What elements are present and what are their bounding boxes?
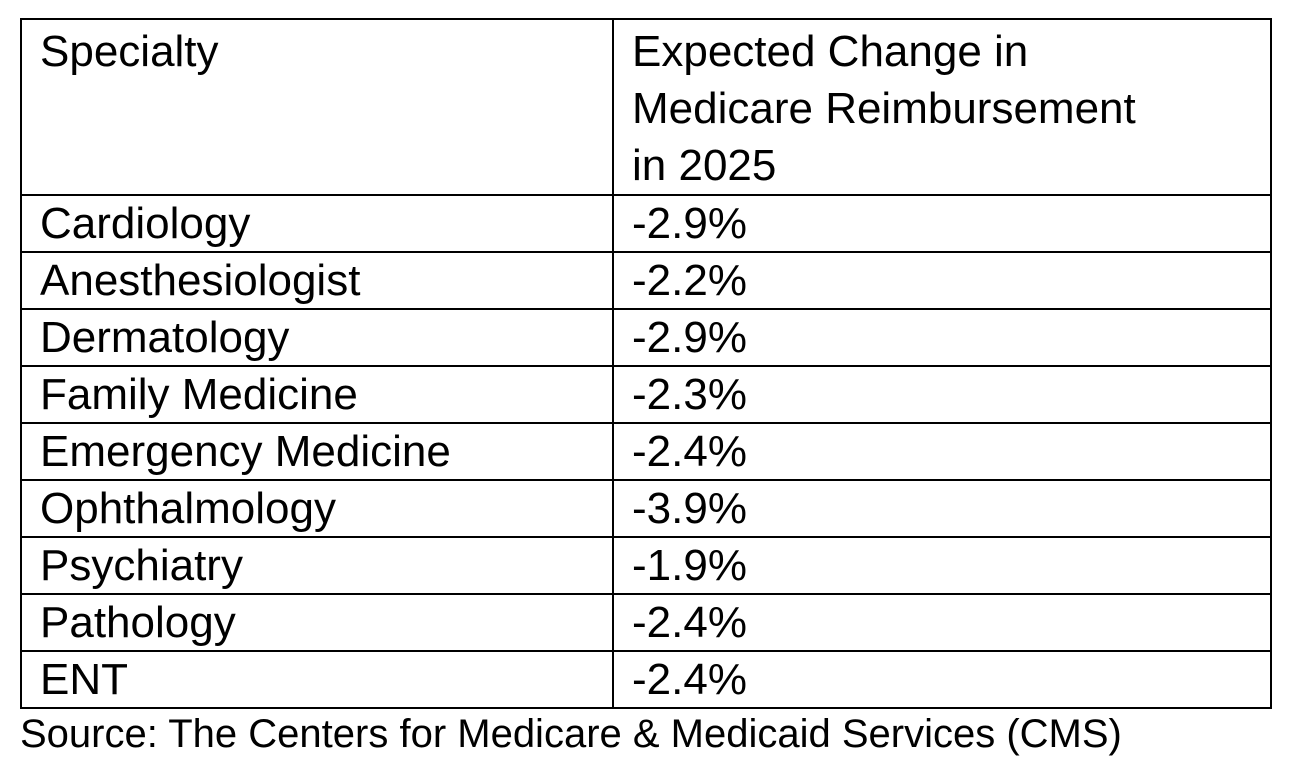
change-value-cell: -3.9%: [612, 479, 1272, 538]
table-row: ENT -2.4%: [20, 650, 1272, 709]
change-value-cell: -2.2%: [612, 251, 1272, 310]
specialty-cell: ENT: [20, 650, 614, 709]
table-row: Pathology -2.4%: [20, 593, 1272, 652]
table-header: Specialty Expected Change in Medicare Re…: [20, 18, 1272, 196]
specialty-cell: Ophthalmology: [20, 479, 614, 538]
table-body: Cardiology -2.9% Anesthesiologist -2.2% Derm…: [20, 194, 1272, 709]
change-value-cell: -2.9%: [612, 308, 1272, 367]
change-value-cell: -2.9%: [612, 194, 1272, 253]
table-row: Anesthesiologist -2.2%: [20, 251, 1272, 310]
medicare-reimbursement-table: Specialty Expected Change in Medicare Re…: [20, 18, 1272, 709]
reimbursement-table-figure: Specialty Expected Change in Medicare Re…: [20, 18, 1272, 757]
table-row: Emergency Medicine -2.4%: [20, 422, 1272, 481]
header-cell-expected-change: Expected Change in Medicare Reimbursemen…: [612, 18, 1272, 196]
change-value-cell: -1.9%: [612, 536, 1272, 595]
specialty-cell: Emergency Medicine: [20, 422, 614, 481]
table-row: Psychiatry -1.9%: [20, 536, 1272, 595]
change-value-cell: -2.3%: [612, 365, 1272, 424]
specialty-cell: Cardiology: [20, 194, 614, 253]
change-value-cell: -2.4%: [612, 650, 1272, 709]
specialty-cell: Anesthesiologist: [20, 251, 614, 310]
change-value-cell: -2.4%: [612, 593, 1272, 652]
table-row: Dermatology -2.9%: [20, 308, 1272, 367]
change-value-cell: -2.4%: [612, 422, 1272, 481]
table-row: Family Medicine -2.3%: [20, 365, 1272, 424]
specialty-cell: Family Medicine: [20, 365, 614, 424]
specialty-cell: Psychiatry: [20, 536, 614, 595]
table-row: Ophthalmology -3.9%: [20, 479, 1272, 538]
source-caption: Source: The Centers for Medicare & Medic…: [20, 712, 1122, 756]
header-cell-specialty: Specialty: [20, 18, 614, 196]
specialty-cell: Dermatology: [20, 308, 614, 367]
table-row: Cardiology -2.9%: [20, 194, 1272, 253]
header-row: Specialty Expected Change in Medicare Re…: [20, 18, 1272, 196]
specialty-cell: Pathology: [20, 593, 614, 652]
